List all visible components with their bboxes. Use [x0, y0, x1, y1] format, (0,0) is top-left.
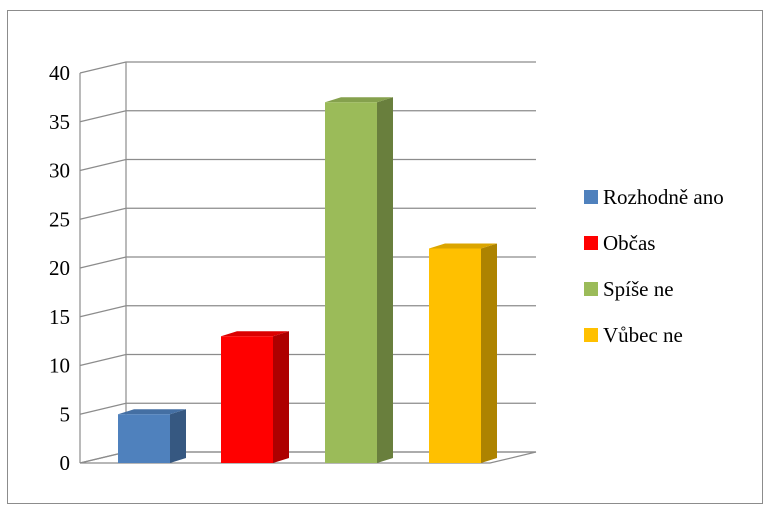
legend-item: Vůbec ne — [584, 323, 683, 347]
gridline — [79, 110, 536, 123]
legend-label: Občas — [603, 231, 655, 255]
bar-side — [170, 409, 186, 463]
bar-front — [221, 336, 273, 463]
gridline — [79, 61, 536, 74]
bar-front — [429, 248, 481, 463]
legend-label: Spíše ne — [603, 277, 674, 301]
bar-3 — [325, 97, 393, 463]
legend-swatch — [584, 328, 598, 342]
bar-side — [481, 243, 497, 463]
bar-top — [221, 331, 289, 337]
y-tick-label: 5 — [60, 402, 71, 426]
legend-label: Vůbec ne — [603, 323, 683, 347]
gridline — [79, 305, 536, 318]
bars — [118, 97, 497, 463]
legend-label: Rozhodně ano — [603, 185, 724, 209]
legend-item: Občas — [584, 231, 655, 255]
y-tick-label: 15 — [49, 305, 70, 329]
y-tick-label: 40 — [49, 61, 70, 85]
bar-2 — [221, 331, 289, 463]
y-tick-label: 10 — [49, 354, 70, 378]
bar-top — [118, 409, 186, 415]
gridlines — [79, 61, 537, 464]
gridline — [79, 256, 536, 269]
y-tick-label: 25 — [49, 207, 70, 231]
legend-swatch — [584, 282, 598, 296]
y-tick-label: 30 — [49, 159, 70, 183]
gridline — [79, 402, 536, 415]
gridline — [79, 353, 536, 367]
legend-swatch — [584, 190, 598, 204]
y-tick-label: 20 — [49, 256, 70, 280]
bar-top — [429, 243, 497, 249]
legend-swatch — [584, 236, 598, 250]
bar-4 — [429, 243, 497, 463]
y-tick-label: 0 — [60, 451, 71, 475]
bar-front — [118, 414, 170, 463]
y-axis-tick-labels: 0 5 10 15 20 25 30 35 40 — [49, 61, 70, 475]
bar-front — [325, 102, 377, 463]
legend-item: Spíše ne — [584, 277, 674, 301]
bar-side — [273, 331, 289, 463]
legend-item: Rozhodně ano — [584, 185, 724, 209]
legend: Rozhodně ano Občas Spíše ne Vůbec ne — [584, 185, 724, 347]
bar-1 — [118, 409, 186, 463]
gridline — [79, 158, 536, 172]
bar-side — [377, 97, 393, 463]
gridline — [79, 207, 536, 220]
y-tick-label: 35 — [49, 110, 70, 134]
bar-top — [325, 97, 393, 103]
